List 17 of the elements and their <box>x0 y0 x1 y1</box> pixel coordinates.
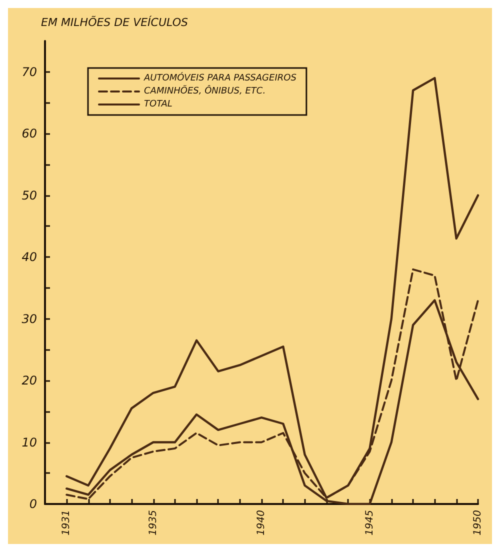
y-tick-label: 60 <box>22 126 38 141</box>
x-tick-label: 1945 <box>364 510 376 536</box>
y-tick-label: 30 <box>22 312 38 326</box>
legend-label: TOTAL <box>144 100 172 110</box>
y-tick-label: 0 <box>29 497 38 511</box>
x-tick-label: 1950 <box>472 510 484 536</box>
y-tick-label: 40 <box>22 250 38 264</box>
y-axis-title: EM MILHÕES DE VEÍCULOS <box>41 15 188 29</box>
x-tick-label: 1940 <box>256 510 267 536</box>
y-tick-label: 10 <box>22 435 38 450</box>
x-tick-label: 1931 <box>61 510 72 536</box>
legend-label: CAMINHÕES, ÔNIBUS, ETC. <box>144 84 266 96</box>
x-tick-label: 1935 <box>148 510 159 536</box>
y-tick-label: 70 <box>22 64 38 79</box>
y-tick-label: 20 <box>22 374 38 388</box>
legend-label: AUTOMÓVEIS PARA PASSAGEIROS <box>143 72 297 84</box>
y-tick-label: 50 <box>22 188 38 202</box>
